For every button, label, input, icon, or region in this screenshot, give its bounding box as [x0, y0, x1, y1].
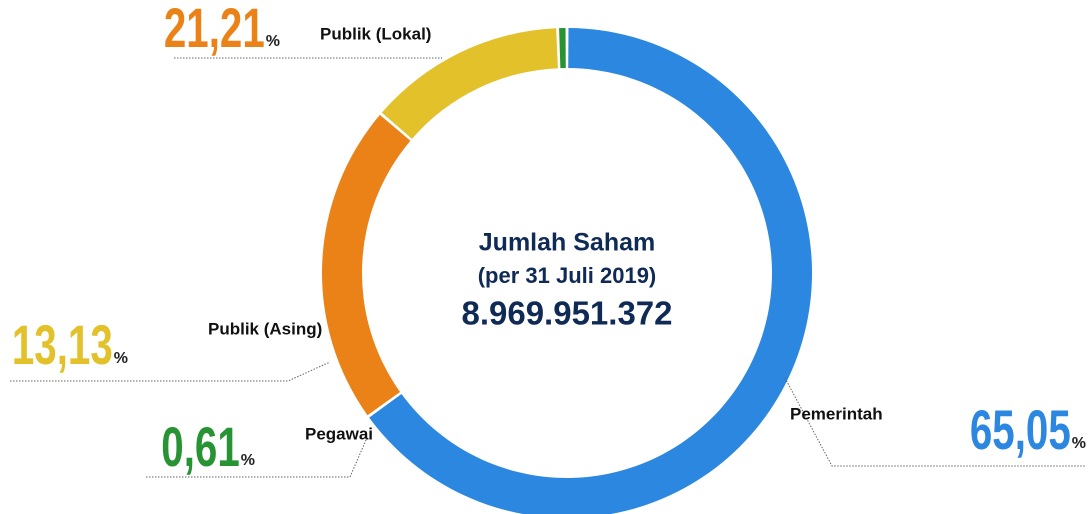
value-label: 13,13: [12, 314, 113, 376]
slice: [559, 28, 566, 69]
leader-line: [784, 377, 1086, 467]
category-label: Pegawai: [305, 424, 373, 443]
value-label: 21,21: [164, 0, 265, 59]
center-value: 8.969.951.372: [461, 295, 672, 332]
value-label: 0,61: [161, 416, 239, 478]
leader-line: [146, 439, 367, 478]
center-title: Jumlah Saham: [479, 229, 655, 257]
slice: [321, 114, 411, 416]
donut: [321, 28, 812, 514]
category-label: Publik (Lokal): [320, 24, 431, 43]
center-subtitle: (per 31 Juli 2019): [478, 263, 657, 288]
unit-label: %: [241, 452, 255, 469]
unit-label: %: [266, 33, 280, 50]
unit-label: %: [114, 350, 128, 367]
category-label: Pemerintah: [790, 404, 883, 423]
value-label: 65,05: [970, 399, 1071, 461]
category-label: Publik (Asing): [208, 319, 322, 338]
unit-label: %: [1072, 435, 1086, 452]
slice: [381, 28, 558, 139]
